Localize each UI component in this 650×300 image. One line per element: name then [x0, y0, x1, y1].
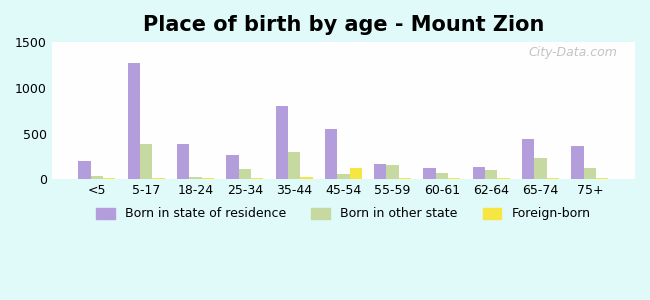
Bar [127, 63, 140, 179]
Bar [473, 167, 485, 179]
Bar [103, 178, 115, 179]
Bar [387, 165, 399, 179]
Bar [497, 178, 510, 179]
Legend: Born in state of residence, Born in other state, Foreign-born: Born in state of residence, Born in othe… [92, 202, 595, 225]
Bar [251, 178, 263, 179]
Bar [177, 144, 189, 179]
Bar [448, 178, 460, 179]
Bar [276, 106, 288, 179]
Bar [189, 177, 202, 179]
Bar [202, 178, 214, 179]
Bar [226, 155, 239, 179]
Title: Place of birth by age - Mount Zion: Place of birth by age - Mount Zion [142, 15, 544, 35]
Bar [399, 178, 411, 179]
Text: City-Data.com: City-Data.com [528, 46, 618, 59]
Bar [571, 146, 584, 179]
Bar [239, 169, 251, 179]
Bar [522, 139, 534, 179]
Bar [547, 178, 559, 179]
Bar [584, 168, 596, 179]
Bar [140, 144, 152, 179]
Bar [485, 170, 497, 179]
Bar [300, 177, 313, 179]
Bar [325, 129, 337, 179]
Bar [374, 164, 387, 179]
Bar [152, 178, 164, 179]
Bar [534, 158, 547, 179]
Bar [350, 168, 362, 179]
Bar [78, 161, 90, 179]
Bar [596, 178, 608, 179]
Bar [337, 173, 350, 179]
Bar [424, 169, 436, 179]
Bar [288, 152, 300, 179]
Bar [436, 172, 448, 179]
Bar [90, 176, 103, 179]
